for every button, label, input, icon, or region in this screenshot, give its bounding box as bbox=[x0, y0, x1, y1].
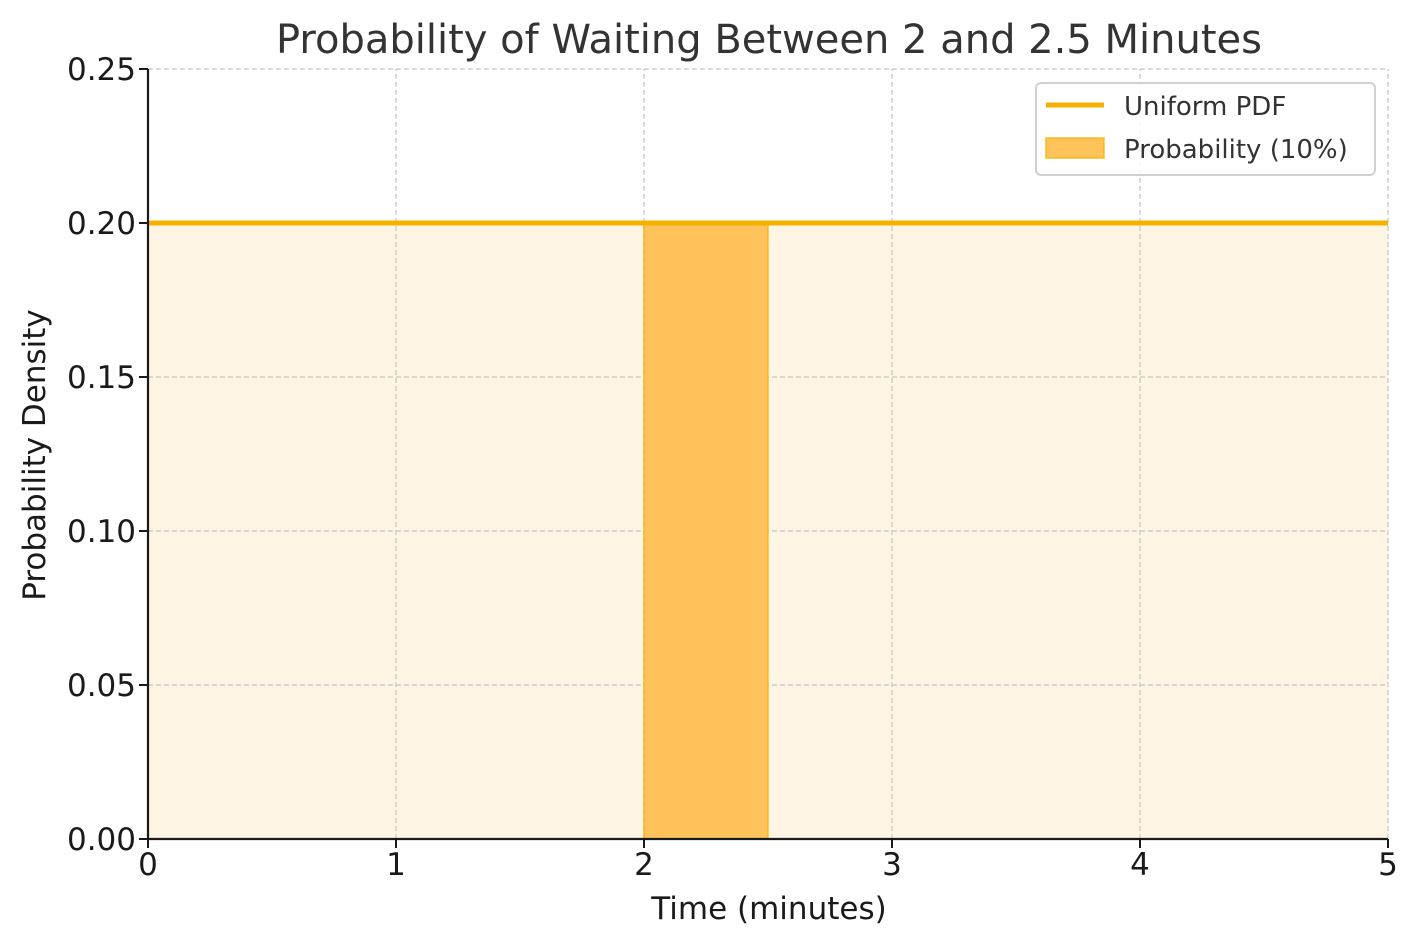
legend-label-probability: Probability (10%) bbox=[1124, 135, 1348, 165]
x-tick-label-4: 4 bbox=[1130, 847, 1150, 883]
x-tick-label-5: 5 bbox=[1378, 847, 1398, 883]
y-tick-label-3: 0.15 bbox=[67, 360, 136, 396]
y-tick-label-0: 0.00 bbox=[67, 822, 136, 858]
x-axis-ticks: 0 1 2 3 4 5 bbox=[138, 839, 1398, 883]
y-tick-label-1: 0.05 bbox=[67, 668, 136, 704]
y-tick-label-2: 0.10 bbox=[67, 514, 136, 550]
legend-box bbox=[1035, 82, 1376, 176]
x-axis-label: Time (minutes) bbox=[650, 891, 886, 927]
x-tick-label-1: 1 bbox=[386, 847, 406, 883]
legend-label-uniform-pdf: Uniform PDF bbox=[1124, 92, 1286, 122]
legend: Uniform PDF Probability (10%) bbox=[1035, 82, 1376, 176]
probability-region bbox=[643, 222, 769, 840]
y-axis-ticks: 0.00 0.05 0.10 0.15 0.20 0.25 bbox=[67, 52, 148, 858]
x-tick-label-2: 2 bbox=[634, 847, 654, 883]
x-tick-label-0: 0 bbox=[138, 847, 158, 883]
x-tick-label-3: 3 bbox=[882, 847, 902, 883]
y-tick-label-4: 0.20 bbox=[67, 206, 136, 242]
legend-swatch-probability bbox=[1045, 137, 1105, 159]
y-tick-label-5: 0.25 bbox=[67, 52, 136, 88]
y-axis-label: Probability Density bbox=[17, 309, 53, 601]
axes bbox=[146, 69, 1388, 841]
data-marks bbox=[148, 220, 1388, 840]
chart-title: Probability of Waiting Between 2 and 2.5… bbox=[276, 17, 1262, 63]
